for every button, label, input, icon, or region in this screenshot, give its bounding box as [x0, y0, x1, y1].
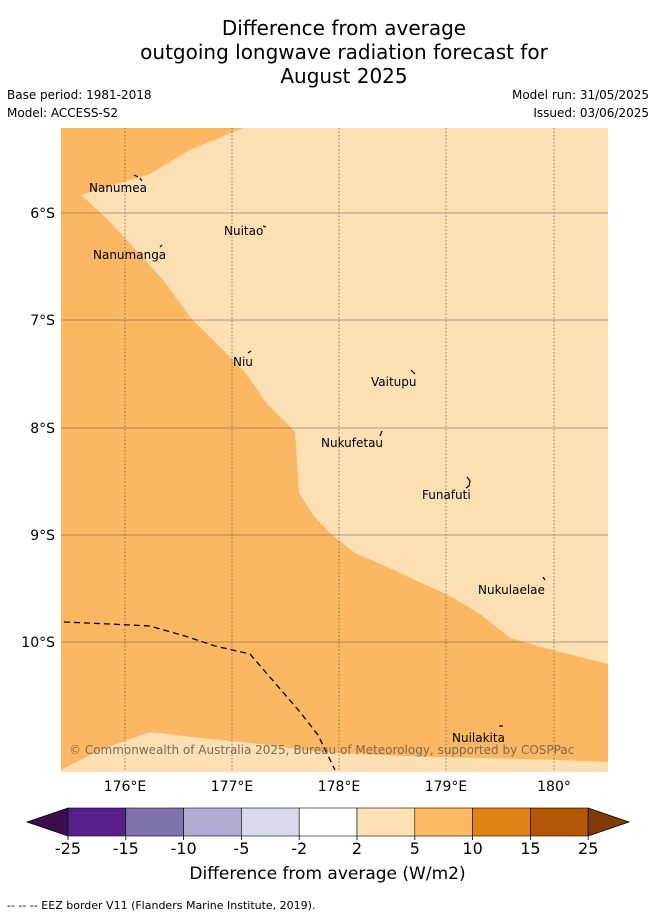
- colorbar-segment: [472, 807, 531, 837]
- title-line-3: August 2025: [280, 64, 408, 88]
- colorbar-segment: [183, 807, 242, 837]
- lon-tick-176: 176°E: [104, 779, 147, 795]
- model-run: Model run: 31/05/2025: [511, 88, 649, 102]
- lat-tick-8: 8°S: [30, 421, 55, 437]
- label-nukufetau: Nukufetau: [321, 436, 383, 450]
- colorbar-segment: [356, 807, 416, 837]
- colorbar-tick-label: -15: [113, 839, 139, 858]
- grid-lines: [61, 128, 608, 772]
- label-niu: Niu: [233, 355, 253, 369]
- colorbar-segment: [530, 807, 589, 837]
- lat-tick-7: 7°S: [30, 313, 55, 329]
- colorbar-tick-label: -5: [233, 839, 249, 858]
- lat-tick-6: 6°S: [30, 206, 55, 222]
- colorbar-segment: [298, 807, 358, 837]
- colorbar-tick-label: -25: [55, 839, 81, 858]
- label-funafuti: Funafuti: [422, 488, 471, 502]
- label-nukulaelae: Nukulaelae: [478, 583, 545, 597]
- island-nanumanga: [159, 244, 163, 248]
- colorbar-tick-label: 5: [410, 839, 420, 858]
- colorbar-extend-high: [587, 807, 631, 837]
- island-nanumea: [133, 174, 143, 182]
- colorbar-tick-label: -2: [291, 839, 307, 858]
- lon-tick-179: 179°E: [425, 779, 468, 795]
- lon-tick-180: 180°: [537, 779, 571, 795]
- issued-date: Issued: 03/06/2025: [533, 106, 649, 120]
- island-nukulaelae: [542, 576, 546, 581]
- colorbar-tick-label: 15: [520, 839, 540, 858]
- island-nukufetau: [379, 430, 383, 437]
- label-nanumanga: Nanumanga: [93, 248, 166, 262]
- eez-legend-note: -- -- -- EEZ border V11 (Flanders Marine…: [7, 899, 316, 912]
- island-vaitupu: [410, 369, 416, 375]
- colorbar-segment: [241, 807, 300, 837]
- colorbar-segment: [67, 807, 127, 837]
- lat-tick-10: 10°S: [21, 635, 55, 651]
- label-vaitupu: Vaitupu: [371, 375, 417, 389]
- chart-title: Difference from average outgoing longwav…: [0, 16, 655, 88]
- lat-tick-9: 9°S: [30, 528, 55, 544]
- base-period: Base period: 1981-2018: [7, 88, 152, 102]
- eez-border-line: [63, 621, 336, 771]
- island-markers: [133, 174, 546, 727]
- label-nanumea: Nanumea: [89, 181, 147, 195]
- island-funafuti: [465, 476, 471, 489]
- copyright-notice: © Commonwealth of Australia 2025, Bureau…: [69, 743, 574, 757]
- colorbar-tick-label: 10: [462, 839, 482, 858]
- lon-tick-labels: 176°E 177°E 178°E 179°E 180°: [104, 779, 571, 795]
- colorbar: -25 -15 -10 -5 -2 2 5 10 15 25: [25, 807, 631, 858]
- colorbar-segment: [414, 807, 473, 837]
- colorbar-segment: [125, 807, 184, 837]
- lon-tick-178: 178°E: [318, 779, 361, 795]
- colorbar-tick-label: -10: [171, 839, 197, 858]
- lon-tick-177: 177°E: [211, 779, 254, 795]
- label-nuilakita: Nuilakita: [452, 731, 505, 745]
- island-nuitao: [262, 225, 267, 228]
- title-line-2: outgoing longwave radiation forecast for: [140, 40, 548, 64]
- map-area: Nanumea Nuitao Nanumanga Niu Vaitupu Nuk…: [61, 128, 608, 772]
- colorbar-tick-label: 25: [578, 839, 598, 858]
- band-2-5-region: [81, 128, 608, 664]
- model-name: Model: ACCESS-S2: [7, 106, 119, 120]
- band-2-5-south-region: [61, 732, 608, 772]
- colorbar-tick-label: 2: [352, 839, 362, 858]
- title-line-1: Difference from average: [221, 16, 467, 40]
- label-nuitao: Nuitao: [224, 224, 263, 238]
- place-labels: Nanumea Nuitao Nanumanga Niu Vaitupu Nuk…: [89, 181, 545, 745]
- colorbar-label: Difference from average (W/m2): [189, 864, 466, 884]
- island-niu: [247, 350, 252, 354]
- lat-tick-labels: 6°S 7°S 8°S 9°S 10°S: [21, 206, 55, 651]
- colorbar-extend-low: [25, 807, 69, 837]
